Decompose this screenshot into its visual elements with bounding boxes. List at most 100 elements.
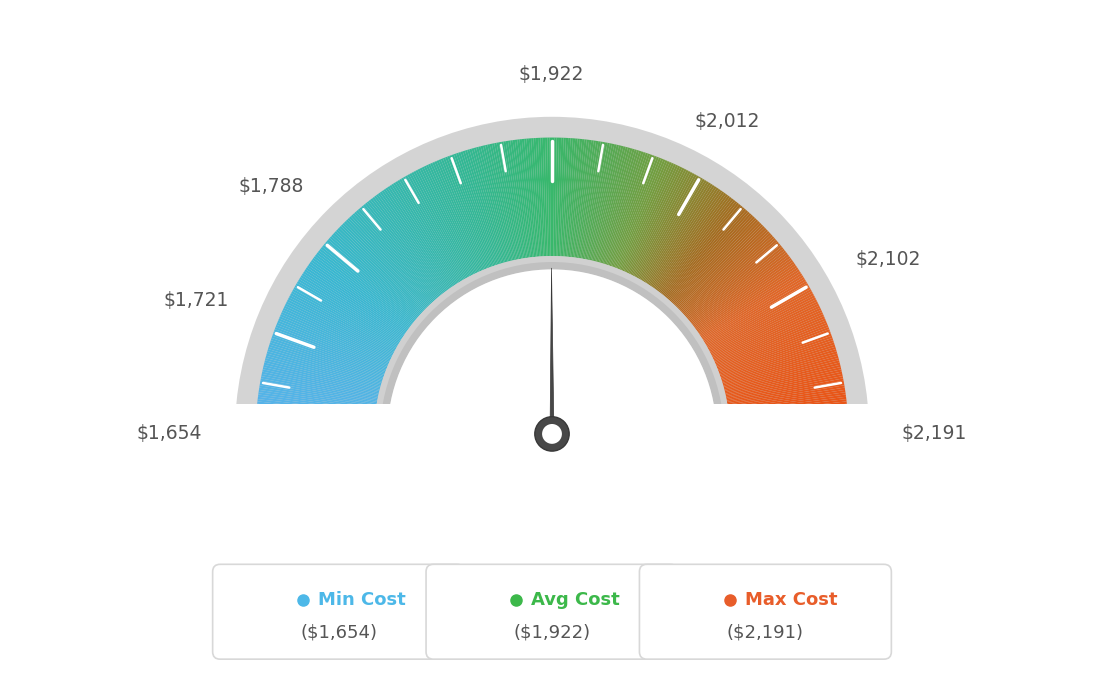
Wedge shape	[256, 415, 374, 424]
Wedge shape	[335, 231, 423, 313]
Wedge shape	[256, 408, 375, 420]
Polygon shape	[550, 268, 554, 434]
Wedge shape	[615, 157, 659, 268]
Wedge shape	[529, 138, 540, 257]
Wedge shape	[693, 254, 789, 327]
Text: $2,191: $2,191	[902, 424, 967, 444]
Wedge shape	[346, 219, 429, 306]
Wedge shape	[722, 347, 836, 383]
Wedge shape	[305, 269, 404, 336]
Wedge shape	[607, 152, 646, 265]
Wedge shape	[577, 141, 596, 258]
Wedge shape	[363, 204, 439, 297]
Wedge shape	[728, 383, 845, 405]
Wedge shape	[700, 269, 799, 336]
Wedge shape	[559, 138, 566, 256]
Wedge shape	[367, 201, 442, 295]
Text: $1,654: $1,654	[137, 424, 202, 444]
Wedge shape	[728, 392, 846, 411]
Wedge shape	[543, 137, 548, 256]
Wedge shape	[277, 320, 388, 367]
Wedge shape	[256, 424, 374, 430]
Wedge shape	[535, 138, 543, 257]
Wedge shape	[622, 161, 670, 270]
Wedge shape	[570, 139, 584, 257]
Wedge shape	[510, 140, 529, 258]
Wedge shape	[666, 206, 743, 298]
Wedge shape	[256, 417, 374, 426]
Wedge shape	[275, 327, 386, 371]
Wedge shape	[714, 314, 824, 364]
Wedge shape	[694, 256, 790, 328]
Wedge shape	[280, 314, 390, 364]
Wedge shape	[697, 262, 795, 332]
Wedge shape	[591, 145, 619, 261]
Wedge shape	[616, 157, 661, 268]
Wedge shape	[555, 137, 559, 256]
Wedge shape	[721, 342, 835, 380]
Wedge shape	[471, 148, 505, 263]
Wedge shape	[447, 156, 490, 268]
Wedge shape	[726, 378, 843, 402]
Text: $1,788: $1,788	[238, 177, 305, 197]
Wedge shape	[652, 189, 721, 288]
Wedge shape	[603, 150, 639, 264]
Wedge shape	[287, 299, 393, 355]
Wedge shape	[280, 312, 390, 362]
Wedge shape	[307, 266, 405, 334]
Wedge shape	[400, 179, 461, 282]
Wedge shape	[306, 267, 405, 335]
Wedge shape	[658, 195, 730, 292]
Wedge shape	[282, 310, 391, 361]
Wedge shape	[709, 293, 814, 351]
Wedge shape	[611, 155, 652, 266]
Wedge shape	[391, 184, 457, 284]
Wedge shape	[390, 185, 456, 285]
Wedge shape	[708, 291, 813, 349]
Wedge shape	[440, 158, 487, 269]
Wedge shape	[631, 169, 687, 275]
Wedge shape	[670, 213, 752, 302]
Wedge shape	[298, 279, 401, 342]
Wedge shape	[696, 258, 792, 329]
Wedge shape	[564, 138, 575, 257]
Wedge shape	[407, 174, 466, 279]
Wedge shape	[262, 371, 379, 398]
Wedge shape	[730, 429, 848, 433]
Wedge shape	[508, 141, 527, 258]
Wedge shape	[580, 141, 601, 259]
Wedge shape	[460, 151, 498, 265]
Wedge shape	[482, 145, 512, 261]
Wedge shape	[574, 140, 592, 257]
Wedge shape	[692, 253, 787, 326]
Wedge shape	[341, 224, 426, 309]
Wedge shape	[413, 171, 470, 277]
Wedge shape	[601, 148, 635, 263]
Wedge shape	[602, 149, 637, 264]
Wedge shape	[643, 179, 704, 282]
Wedge shape	[590, 144, 617, 260]
Wedge shape	[268, 344, 382, 382]
Wedge shape	[686, 238, 776, 317]
Wedge shape	[291, 291, 396, 349]
Wedge shape	[701, 271, 802, 337]
Circle shape	[541, 423, 563, 445]
Wedge shape	[563, 138, 573, 257]
Wedge shape	[670, 212, 750, 302]
Wedge shape	[715, 316, 825, 364]
Wedge shape	[639, 175, 699, 279]
Wedge shape	[715, 318, 826, 366]
Wedge shape	[646, 182, 711, 284]
Wedge shape	[728, 390, 846, 409]
FancyBboxPatch shape	[426, 564, 678, 659]
Wedge shape	[659, 197, 732, 293]
Wedge shape	[704, 281, 807, 344]
Wedge shape	[273, 333, 384, 375]
Wedge shape	[636, 173, 694, 278]
Wedge shape	[352, 213, 434, 302]
Wedge shape	[327, 239, 417, 318]
Wedge shape	[388, 186, 455, 286]
Wedge shape	[687, 239, 777, 318]
Wedge shape	[545, 137, 549, 256]
Wedge shape	[679, 226, 765, 310]
